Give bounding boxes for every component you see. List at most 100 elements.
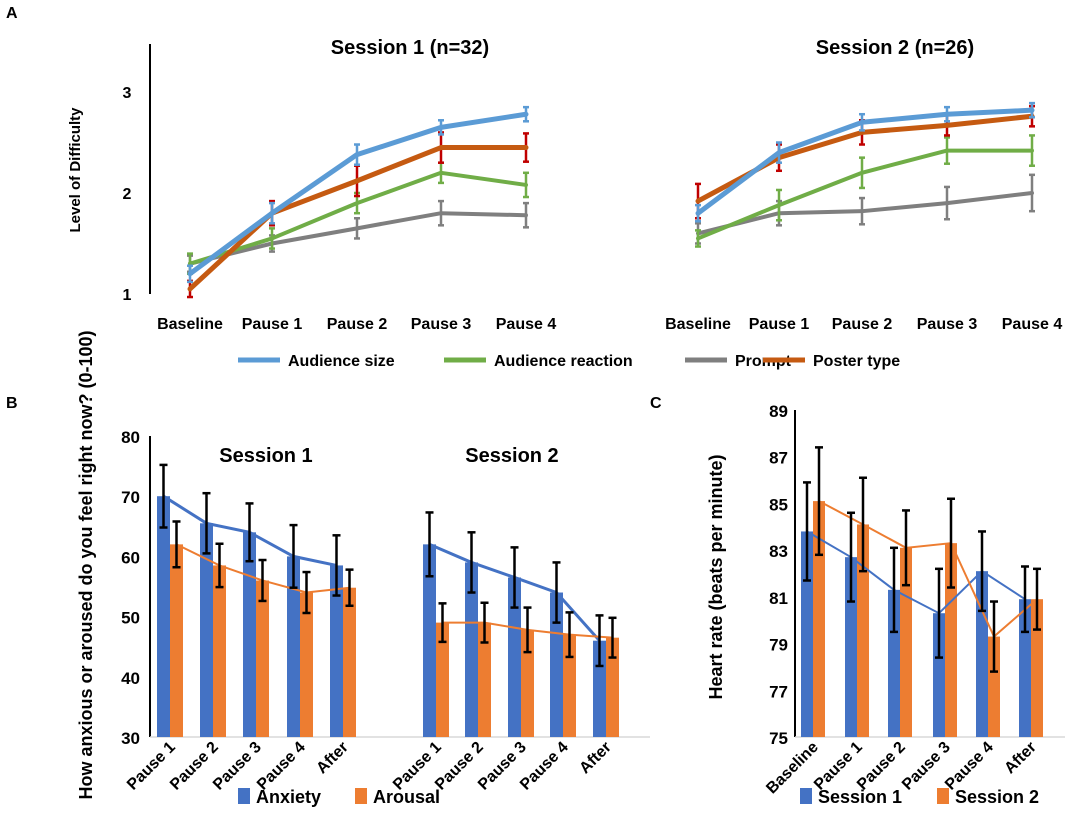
series-line-prompt [188, 211, 528, 266]
bar-anxiety [200, 523, 213, 737]
panel-b-ytick-label: 60 [121, 548, 140, 567]
panel-a-session-1: Baseline Pause 1 Pause 2 Pause 3 Pause 4 [157, 105, 557, 333]
panel-a-session1-title: Session 1 (n=32) [331, 37, 489, 59]
panel-a-xtick-label: Pause 4 [496, 316, 557, 333]
bar-session-1 [1019, 599, 1031, 737]
panel-c-ytick-label: 89 [769, 402, 788, 421]
series-line-prompt [696, 191, 1034, 236]
bar-session-2 [945, 543, 957, 737]
bar-anxiety [423, 544, 436, 737]
bar-anxiety [465, 562, 478, 737]
bar-session-1 [801, 531, 813, 737]
panel-c-letter: C [650, 395, 662, 412]
panel-a-xtick-label: Pause 1 [242, 316, 303, 333]
panel-a-xtick-label: Pause 2 [327, 316, 388, 333]
panel-a-xtick-label: Pause 1 [749, 316, 810, 333]
bar-arousal [563, 634, 576, 737]
panel-b-xtick-label: After [576, 739, 614, 777]
panel-c-ytick-label: 79 [769, 636, 788, 655]
panel-c-ytick-label: 77 [769, 682, 788, 701]
panel-a-session-2: Baseline Pause 1 Pause 2 Pause 3 Pause 4 [665, 101, 1063, 333]
bar-session-2 [1031, 599, 1043, 737]
bar-anxiety [508, 577, 521, 737]
legend-label-arousal: Arousal [373, 787, 440, 807]
bar-arousal [213, 565, 226, 737]
legend-label-poster-type: Poster type [813, 353, 900, 370]
panel-c-xtick-label: Pause 4 [942, 739, 997, 794]
panel-a-xtick-label: Baseline [157, 316, 223, 333]
bar-arousal [300, 592, 313, 737]
bar-anxiety [287, 556, 300, 737]
panel-a-xtick-label: Pause 3 [411, 316, 472, 333]
bar-arousal [478, 622, 491, 737]
series-line-poster-type [187, 145, 529, 292]
panel-a-ytick-label: 2 [123, 186, 132, 203]
legend-label-session-2: Session 2 [955, 787, 1039, 807]
panel-b-xtick-label: After [313, 739, 351, 777]
legend-swatch-anxiety [238, 788, 250, 804]
panel-c-ytick-label: 87 [769, 449, 788, 468]
legend-label-session-1: Session 1 [818, 787, 902, 807]
bar-anxiety [157, 496, 170, 737]
legend-swatch-arousal [355, 788, 367, 804]
panel-c-ytick-label: 75 [769, 729, 788, 748]
bar-arousal [256, 580, 269, 737]
panel-c-legend: Session 1 Session 2 [800, 787, 1039, 807]
panel-b-session1-title: Session 1 [219, 445, 312, 467]
panel-c-ylabel: Heart rate (beats per minute) [706, 454, 726, 699]
panel-a-letter: A [6, 5, 18, 22]
trend-line-session-2 [818, 500, 1038, 639]
legend-label-anxiety: Anxiety [256, 787, 321, 807]
panel-b-ytick-label: 30 [121, 729, 140, 748]
panel-b-ytick-label: 80 [121, 428, 140, 447]
panel-c-ytick-label: 83 [769, 542, 788, 561]
bar-session-2 [988, 636, 1000, 737]
series-line-audience-reaction [188, 170, 528, 266]
panel-b-ytick-label: 40 [121, 669, 140, 688]
panel-b-legend: Anxiety Arousal [238, 787, 440, 807]
bar-session-1 [888, 589, 900, 737]
panel-c-ytick-label: 81 [769, 589, 788, 608]
panel-b-xtick-label: Pause 4 [254, 739, 309, 794]
panel-b-letter: B [6, 395, 18, 412]
bar-anxiety [550, 592, 563, 737]
panel-a-xtick-label: Baseline [665, 316, 731, 333]
bar-arousal [343, 587, 356, 737]
bar-arousal [521, 629, 534, 737]
series-line-audience-size [695, 107, 1035, 216]
panel-c-xtick-label: After [1001, 739, 1039, 777]
trend-line-session-1 [806, 530, 1026, 615]
panel-a-ytick-label: 3 [123, 85, 132, 102]
bar-arousal [436, 622, 449, 737]
legend-label-audience-size: Audience size [288, 353, 395, 370]
panel-b-ylabel: How anxious or aroused do you feel right… [76, 330, 96, 799]
series-line-audience-size [187, 111, 529, 277]
bar-anxiety [243, 532, 256, 737]
bar-session-2 [857, 524, 869, 737]
bar-session-1 [933, 613, 945, 737]
panel-a-session2-title: Session 2 (n=26) [816, 37, 974, 59]
panel-b-session2-title: Session 2 [465, 445, 558, 467]
panel-a-xtick-label: Pause 4 [1002, 316, 1063, 333]
legend-swatch-session-2 [937, 788, 949, 804]
panel-c-ytick-label: 85 [769, 495, 788, 514]
bar-session-2 [813, 501, 825, 737]
legend-swatch-session-1 [800, 788, 812, 804]
panel-b-ytick-label: 50 [121, 609, 140, 628]
bar-arousal [606, 637, 619, 737]
legend-label-audience-reaction: Audience reaction [494, 353, 633, 370]
panel-a-xtick-label: Pause 3 [917, 316, 978, 333]
series-line-audience-reaction [696, 148, 1034, 241]
bar-anxiety [330, 565, 343, 737]
panel-a-ytick-label: 1 [123, 287, 132, 304]
panel-c-xtick-label: Pause 2 [854, 739, 909, 794]
panel-a-ylabel: Level of Difficulty [67, 107, 84, 233]
